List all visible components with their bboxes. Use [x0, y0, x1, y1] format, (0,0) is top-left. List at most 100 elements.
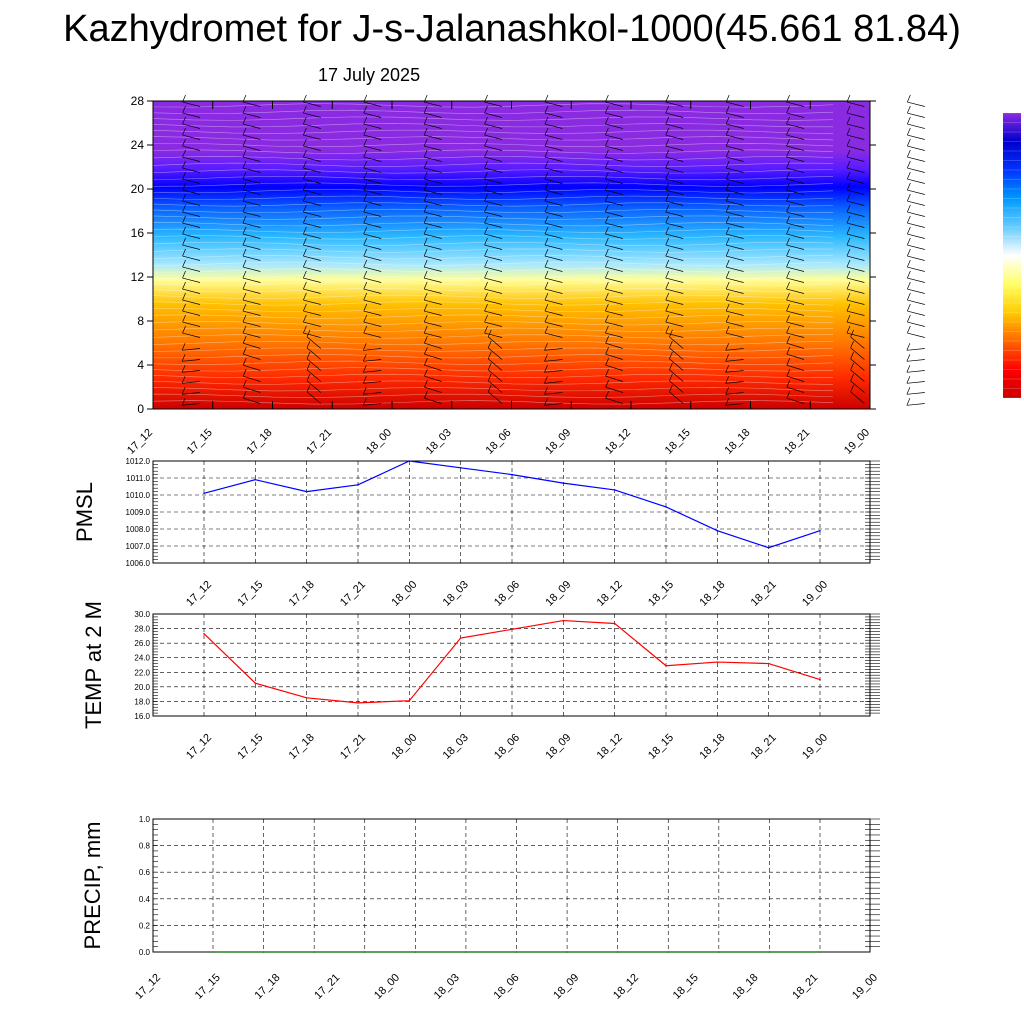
wind-barb: [850, 358, 865, 371]
wind-barb: [846, 156, 865, 162]
wind-barb-flag: [544, 292, 549, 301]
wind-barb: [726, 156, 744, 162]
wind-barb-flag: [182, 116, 186, 125]
wind-barb-flag: [487, 373, 492, 382]
wind-barb-flag: [544, 398, 548, 406]
wind-barb: [424, 156, 442, 162]
wind-barb-flag: [363, 303, 368, 312]
wind-barb: [726, 255, 744, 261]
wind-barb: [363, 359, 382, 362]
wind-barb: [907, 211, 925, 217]
wind-barb: [850, 369, 865, 382]
wind-barb-flag: [846, 226, 851, 235]
wind-barb-flag: [181, 343, 186, 351]
wind-barb: [605, 342, 623, 349]
x-tick-label: 18_09: [551, 972, 581, 1002]
contour-line: [152, 182, 834, 187]
wind-barb: [303, 299, 321, 305]
wind-barb-flag: [363, 314, 368, 323]
temp2m-data-point: [408, 699, 411, 702]
wind-barb: [605, 321, 623, 327]
wind-barb: [726, 332, 744, 338]
wind-barb-flag: [423, 127, 428, 136]
y-tick-label: 20.0: [134, 683, 150, 692]
wind-barb-flag: [665, 149, 670, 158]
wind-barb: [906, 392, 925, 395]
x-tick-label: 18_00: [389, 579, 419, 609]
wind-barb: [182, 189, 201, 195]
wind-barb: [726, 123, 744, 129]
wind-barb-flag: [786, 215, 790, 224]
wind-barb-flag: [363, 237, 368, 246]
contour-line: [152, 393, 834, 398]
wind-barb: [242, 299, 261, 305]
wind-barb: [907, 255, 925, 261]
contour-line: [152, 129, 834, 134]
wind-barb: [182, 359, 201, 362]
wind-barb-flag: [907, 314, 911, 323]
wind-barb: [907, 288, 925, 294]
wind-barb: [363, 392, 382, 395]
temp2m-data-point: [562, 619, 565, 622]
wind-barb: [725, 392, 744, 395]
wind-barb: [242, 244, 261, 250]
wind-barb: [907, 101, 925, 107]
wind-barb-flag: [605, 204, 609, 213]
x-tick-label: 18_12: [595, 579, 625, 609]
wind-barb-flag: [484, 116, 488, 125]
wind-barb-flag: [182, 204, 186, 213]
wind-barb-flag: [242, 303, 247, 312]
precip-data-point: [819, 951, 821, 953]
wind-barb-flag: [306, 384, 311, 393]
wind-barb-flag: [544, 365, 548, 373]
wind-barb: [242, 134, 261, 140]
wind-barb: [786, 233, 805, 239]
wind-barb: [906, 381, 925, 384]
wind-barb: [726, 321, 744, 327]
precip-data-point: [465, 951, 467, 953]
wind-barb: [182, 112, 201, 118]
wind-barb-flag: [665, 314, 670, 323]
wind-barb-flag: [424, 347, 428, 355]
wind-barb-flag: [605, 347, 609, 355]
y-tick-label: 0.6: [139, 868, 151, 877]
wind-barb-flag: [605, 215, 609, 224]
wind-barb: [605, 233, 623, 239]
wind-barb: [303, 255, 321, 261]
wind-barb-flag: [424, 336, 428, 344]
contour-line: [152, 261, 834, 266]
precip-data-point: [262, 951, 265, 953]
wind-barb-flag: [786, 204, 790, 213]
y-tick-label: 26.0: [134, 639, 150, 648]
wind-barb: [242, 145, 261, 151]
wind-barb-flag: [242, 182, 247, 191]
wind-barb-flag: [846, 270, 851, 279]
y-tick-label: 1011.0: [126, 474, 150, 483]
wind-barb: [665, 266, 684, 272]
wind-barb-flag: [725, 387, 730, 395]
pmsl-data-point: [562, 482, 565, 484]
wind-barb-flag: [907, 171, 911, 180]
wind-barb: [786, 288, 805, 294]
wind-barb: [786, 178, 805, 184]
wind-barb-flag: [484, 248, 488, 257]
wind-barb-flag: [544, 226, 549, 235]
wind-barb: [424, 375, 442, 382]
wind-barb: [605, 189, 623, 195]
wind-barb: [786, 156, 805, 162]
wind-barb: [424, 112, 442, 118]
x-tick-label: 19_00: [800, 579, 830, 609]
wind-barb-flag: [907, 94, 911, 103]
wind-barb: [846, 222, 865, 228]
contour-line: [152, 314, 834, 319]
x-tick-label: 17_12: [133, 972, 163, 1002]
wind-barb: [363, 189, 382, 195]
wind-barb-flag: [665, 270, 670, 279]
contour-line: [152, 275, 834, 280]
wind-barb: [544, 288, 563, 294]
wind-barb-flag: [906, 343, 911, 351]
pmsl-data-point: [767, 546, 770, 549]
wind-barb: [488, 358, 503, 371]
x-tick-label: 17_15: [185, 427, 215, 457]
contour-line: [152, 248, 834, 253]
